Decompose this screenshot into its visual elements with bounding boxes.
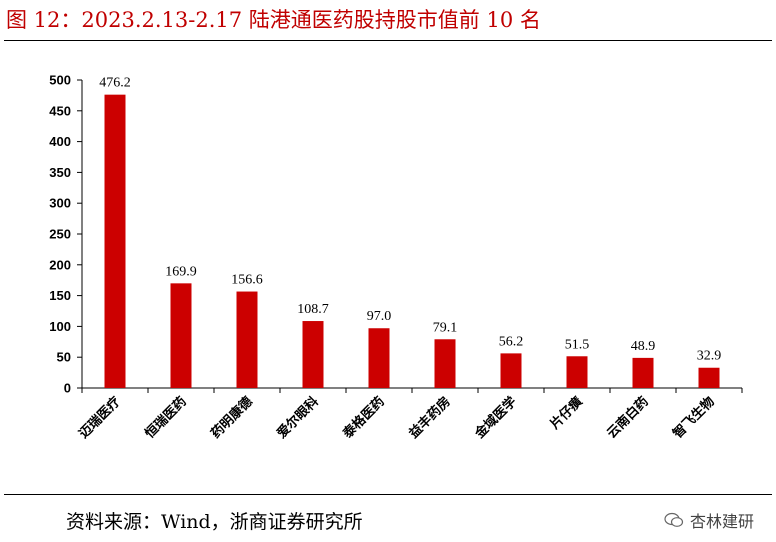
bar [698,367,720,388]
data-label: 476.2 [99,76,131,91]
category-label: 益丰药房 [406,394,454,442]
top-rule [4,40,772,41]
y-tick-label: 250 [49,227,71,242]
category-label: 智飞生物 [670,394,718,442]
bar [236,291,258,388]
data-label: 32.9 [697,349,722,364]
bar [632,357,654,388]
bar [566,356,588,388]
watermark-text: 杏林建研 [689,512,754,531]
y-tick-label: 400 [49,134,71,149]
watermark: 杏林建研 [664,508,754,532]
chart-title: 图 12：2023.2.13-2.17 陆港通医药股持股市值前 10 名 [6,8,541,32]
data-label: 51.5 [565,337,590,352]
data-label: 48.9 [631,339,656,354]
category-label: 金域医学 [471,394,520,443]
data-label: 169.9 [165,264,197,279]
category-label: 迈瑞医疗 [76,394,124,442]
category-label: 药明康德 [208,394,256,442]
y-tick-label: 300 [49,196,71,211]
category-label: 恒瑞医药 [142,394,190,442]
bar [302,321,324,388]
bar [368,328,390,388]
data-label: 156.6 [231,273,263,288]
data-label: 56.2 [499,334,524,349]
bottom-rule [4,494,772,495]
bar [434,339,456,388]
wechat-icon [664,512,684,527]
y-tick-label: 0 [64,381,71,396]
y-tick-label: 200 [49,257,71,272]
bar [500,353,522,388]
y-tick-label: 500 [49,73,71,88]
data-label: 97.0 [367,309,392,324]
source-note: 资料来源：Wind，浙商证券研究所 [66,511,363,533]
y-tick-label: 150 [49,288,71,303]
data-label: 108.7 [297,302,329,317]
y-tick-label: 350 [49,165,71,180]
category-label: 片仔癀 [547,394,586,433]
y-tick-label: 100 [49,319,71,334]
category-label: 爱尔眼科 [274,394,322,442]
data-label: 79.1 [433,320,458,335]
y-tick-label: 450 [49,103,71,118]
category-label: 泰格医药 [339,394,388,443]
category-label: 云南白药 [604,394,652,442]
bar [170,283,192,388]
y-tick-label: 50 [57,350,71,365]
bar [104,94,126,388]
